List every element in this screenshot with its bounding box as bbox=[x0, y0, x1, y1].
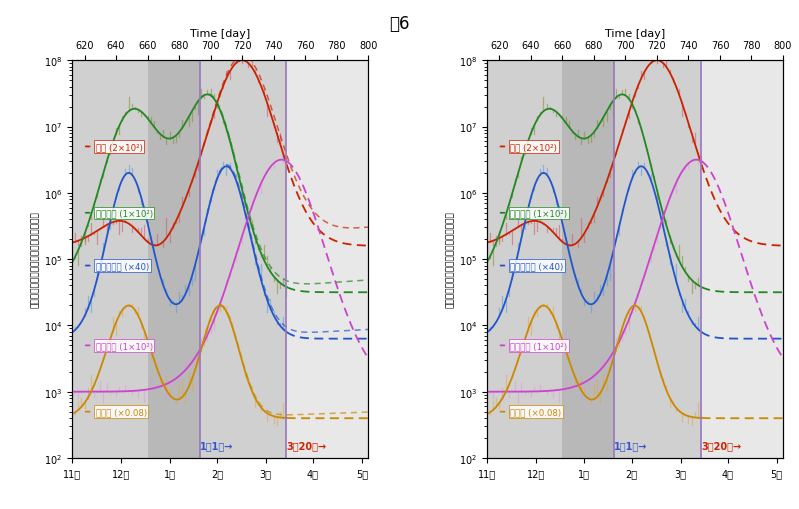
Text: イスラエル (×40): イスラエル (×40) bbox=[511, 262, 563, 270]
Text: 日本 (2×10²): 日本 (2×10²) bbox=[511, 143, 557, 152]
Bar bbox=[286, 61, 368, 458]
Bar bbox=[72, 61, 148, 458]
Bar bbox=[614, 61, 701, 458]
Bar bbox=[562, 61, 614, 458]
Bar bbox=[148, 61, 200, 458]
Text: 3月20日→: 3月20日→ bbox=[286, 441, 326, 450]
Text: モンゴル (1×10²): モンゴル (1×10²) bbox=[96, 341, 153, 350]
Text: 3月20日→: 3月20日→ bbox=[701, 441, 741, 450]
Text: 1月1日→: 1月1日→ bbox=[200, 441, 233, 450]
Bar bbox=[200, 61, 286, 458]
X-axis label: Time [day]: Time [day] bbox=[605, 29, 665, 39]
Text: イスラエル (×40): イスラエル (×40) bbox=[96, 262, 149, 270]
X-axis label: Time [day]: Time [day] bbox=[190, 29, 250, 39]
Bar bbox=[701, 61, 783, 458]
Text: モンゴル (1×10²): モンゴル (1×10²) bbox=[511, 341, 567, 350]
Bar bbox=[487, 61, 562, 458]
Text: インド (×0.08): インド (×0.08) bbox=[96, 407, 147, 416]
Text: ブラジル (1×10²): ブラジル (1×10²) bbox=[511, 209, 567, 218]
Text: 日本 (2×10²): 日本 (2×10²) bbox=[96, 143, 142, 152]
Y-axis label: 日毎の新規陽性者数（予測値とデータ）: 日毎の新規陽性者数（予測値とデータ） bbox=[445, 211, 455, 308]
Text: ブラジル (1×10²): ブラジル (1×10²) bbox=[96, 209, 153, 218]
Text: インド (×0.08): インド (×0.08) bbox=[511, 407, 562, 416]
Text: 1月1日→: 1月1日→ bbox=[614, 441, 648, 450]
Y-axis label: 日毎の新規陽性者数（予測値とデータ）: 日毎の新規陽性者数（予測値とデータ） bbox=[30, 211, 39, 308]
Text: 囶6: 囶6 bbox=[389, 15, 410, 33]
